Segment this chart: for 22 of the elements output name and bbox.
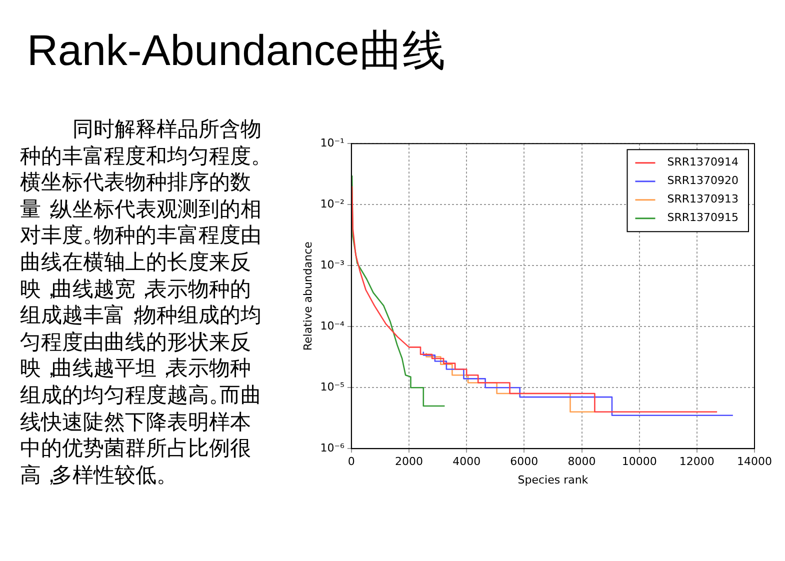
x-tick-label: 10000 bbox=[622, 455, 657, 468]
y-tick-label: 10⁻² bbox=[320, 197, 344, 210]
y-tick-label: 10⁻⁵ bbox=[320, 380, 344, 394]
x-tick-label: 4000 bbox=[452, 455, 481, 468]
legend-label: SRR1370920 bbox=[667, 174, 739, 188]
legend-label: SRR1370914 bbox=[667, 156, 739, 169]
x-tick-label: 12000 bbox=[679, 455, 714, 468]
legend-label: SRR1370913 bbox=[667, 192, 739, 206]
x-tick-label: 2000 bbox=[394, 455, 423, 468]
x-tick-label: 14000 bbox=[737, 455, 772, 468]
text: 同时解释样品所含物种的丰富程度和均匀程度。横坐标代表物种排序的数量；纵坐标代表观测到的相对丰度。物种的丰富程度由曲线在横轴上的长度来反映，曲线越宽，表示物种的组成越丰富；物种组成的均匀程度由曲线的形状来反映，曲线越平坦，表示物种组成的均匀程度越高。而曲线快速陡然下降表明样本中的优势菌群所占比例很高，多样性较低。 bbox=[20, 117, 262, 487]
y-tick-label: 10⁻¹ bbox=[320, 136, 344, 150]
y-axis-title: Relative abundance bbox=[301, 241, 314, 351]
chart-title: Rank-Abundance曲线 bbox=[27, 26, 446, 77]
x-tick-label: 8000 bbox=[568, 455, 596, 468]
x-tick-label: 0 bbox=[348, 455, 355, 468]
x-tick-label: 6000 bbox=[510, 455, 538, 468]
y-tick-label: 10⁻⁴ bbox=[320, 319, 345, 332]
legend-label: SRR1370915 bbox=[667, 211, 739, 224]
y-tick-label: 10⁻⁶ bbox=[320, 441, 345, 454]
y-tick-label: 10⁻³ bbox=[320, 258, 344, 272]
x-axis-title: Species rank bbox=[518, 473, 589, 486]
